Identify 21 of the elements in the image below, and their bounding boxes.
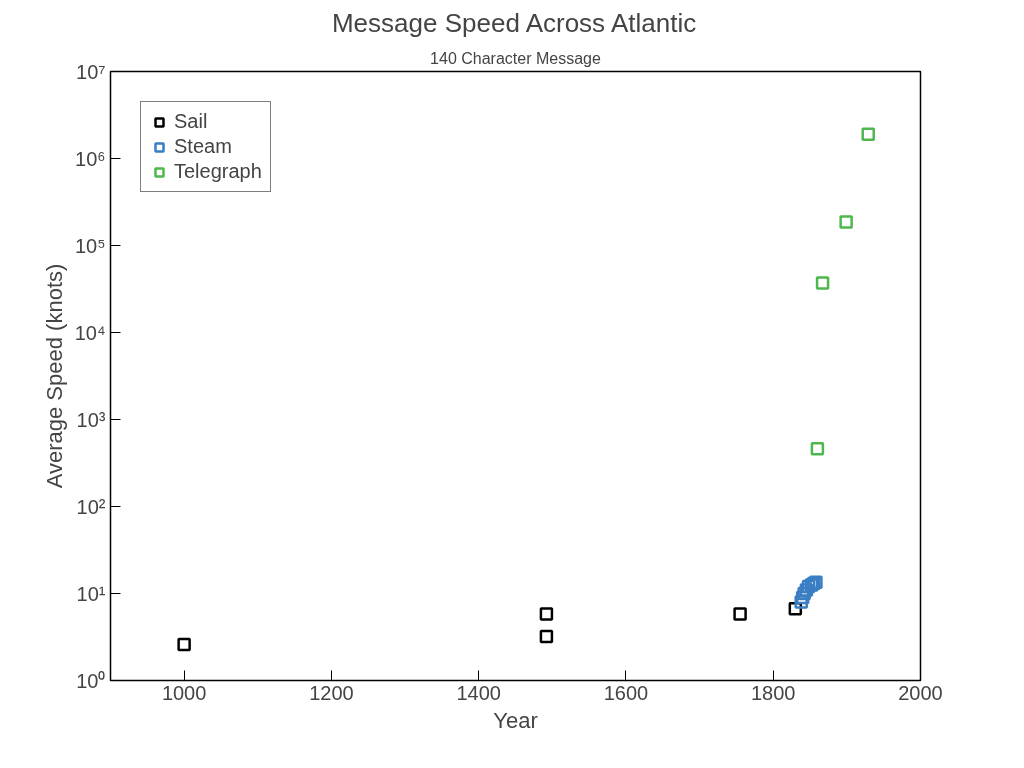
legend-label: Sail: [174, 110, 208, 133]
y-tick-label: 10⁶: [75, 147, 106, 170]
legend-label: Steam: [174, 135, 232, 158]
y-tick-label: 10⁰: [76, 669, 106, 692]
x-tick-label: 2000: [898, 681, 943, 704]
y-axis-title: Average Speed (knots): [41, 263, 67, 489]
x-tick-label: 1800: [750, 681, 796, 704]
y-tick-label: 10⁵: [74, 234, 106, 257]
y-tick-label: 10³: [76, 408, 106, 431]
chart-subtitle: 140 Character Message: [430, 49, 601, 67]
chart-title: Message Speed Across Atlantic: [331, 7, 697, 38]
x-axis-title: Year: [493, 707, 538, 733]
y-tick-label: 10²: [76, 495, 106, 518]
y-tick-label: 10⁷: [76, 60, 106, 83]
x-tick-label: 1000: [161, 681, 207, 704]
x-tick-label: 1200: [309, 681, 354, 704]
y-tick-label: 10⁴: [74, 321, 106, 344]
x-tick-label: 1400: [456, 681, 501, 704]
x-tick-label: 1600: [603, 681, 649, 704]
y-tick-label: 10¹: [76, 582, 106, 605]
legend-label: Telegraph: [174, 160, 262, 183]
